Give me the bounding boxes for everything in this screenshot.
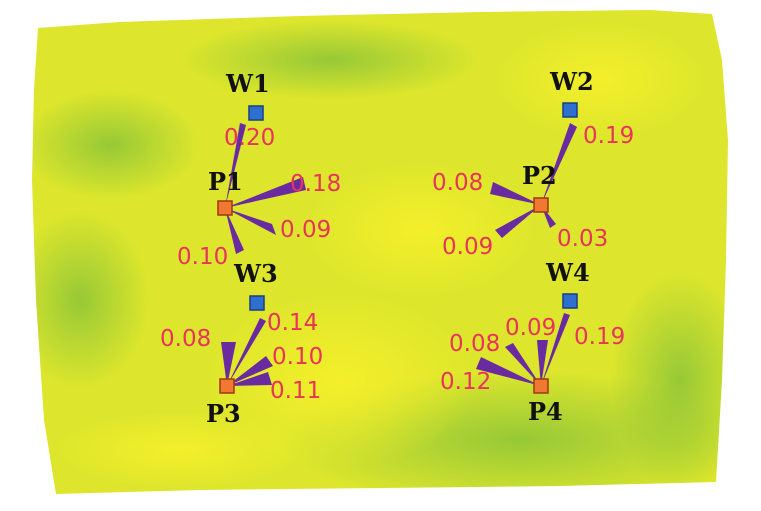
yellow-patch xyxy=(300,160,540,300)
edge-P1-W1 xyxy=(225,123,246,208)
edge-value-P1-E1b: 0.09 xyxy=(280,217,331,243)
edge-P2-E2a xyxy=(490,182,541,205)
edge-P1-E1a xyxy=(225,177,306,208)
node-label-W2: W2 xyxy=(549,67,594,96)
edge-value-P1-E1a: 0.18 xyxy=(290,171,341,197)
edge-value-P3-E3a: 0.08 xyxy=(160,326,211,352)
edge-P1-E1c xyxy=(225,208,244,254)
edge-value-P3-E3c: 0.11 xyxy=(270,378,321,404)
edge-values: 0.20 0.18 0.09 0.10 0.19 0.08 0.09 0.03 … xyxy=(160,123,634,404)
well-marker-W2 xyxy=(562,102,578,118)
edge-value-P3-E3b: 0.10 xyxy=(272,344,323,370)
node-labels: W1 W2 W3 W4 P1 P2 P3 P4 xyxy=(206,67,594,428)
edge-P4-E4c xyxy=(476,357,541,386)
green-patch xyxy=(32,210,150,390)
edge-value-P4-E4c: 0.12 xyxy=(440,369,491,395)
green-patch xyxy=(610,270,728,490)
well-marker-W1 xyxy=(248,105,264,121)
edge-value-P4-W4: 0.19 xyxy=(574,324,625,350)
point-marker-P2 xyxy=(533,197,549,213)
well-marker-W3 xyxy=(249,295,265,311)
edge-P3-E3b xyxy=(227,356,273,386)
edge-value-P1-E1c: 0.10 xyxy=(177,244,228,270)
point-marker-P3 xyxy=(219,378,235,394)
edge-P2-E2b xyxy=(495,205,541,238)
node-label-W1: W1 xyxy=(225,69,270,98)
green-patch xyxy=(32,90,200,200)
edge-value-P4-E4a: 0.09 xyxy=(505,315,556,341)
node-label-P1: P1 xyxy=(208,167,243,196)
point-marker-P1 xyxy=(217,200,233,216)
field-map xyxy=(32,10,728,494)
edges xyxy=(221,123,577,386)
yellow-patch xyxy=(50,410,310,490)
node-label-W4: W4 xyxy=(545,258,590,287)
green-patch xyxy=(180,20,480,100)
edge-P3-E3c xyxy=(227,372,272,386)
well-marker-W4 xyxy=(562,293,578,309)
edge-value-P1-W1: 0.20 xyxy=(224,125,275,151)
node-label-W3: W3 xyxy=(233,259,278,288)
edge-value-P2-E2b: 0.09 xyxy=(442,234,493,260)
node-label-P3: P3 xyxy=(206,399,241,428)
edge-P4-E4b xyxy=(505,343,541,386)
edge-P3-W3 xyxy=(227,318,266,386)
edge-P3-E3a xyxy=(221,342,236,386)
edge-value-P2-E2a: 0.08 xyxy=(432,170,483,196)
point-marker-P4 xyxy=(533,378,549,394)
node-label-P2: P2 xyxy=(522,161,557,190)
edge-value-P3-W3: 0.14 xyxy=(267,310,318,336)
yellow-patch xyxy=(490,20,710,140)
edge-value-P4-E4b: 0.08 xyxy=(449,331,500,357)
edge-value-P2-E2c: 0.03 xyxy=(557,226,608,252)
nodes xyxy=(217,102,578,394)
edge-P4-E4a xyxy=(537,340,548,386)
node-label-P4: P4 xyxy=(528,397,563,426)
edge-P4-W4 xyxy=(541,313,570,386)
edge-value-P2-W2: 0.19 xyxy=(583,123,634,149)
edge-P1-E1b xyxy=(225,208,276,235)
edge-P2-W2 xyxy=(541,123,577,205)
